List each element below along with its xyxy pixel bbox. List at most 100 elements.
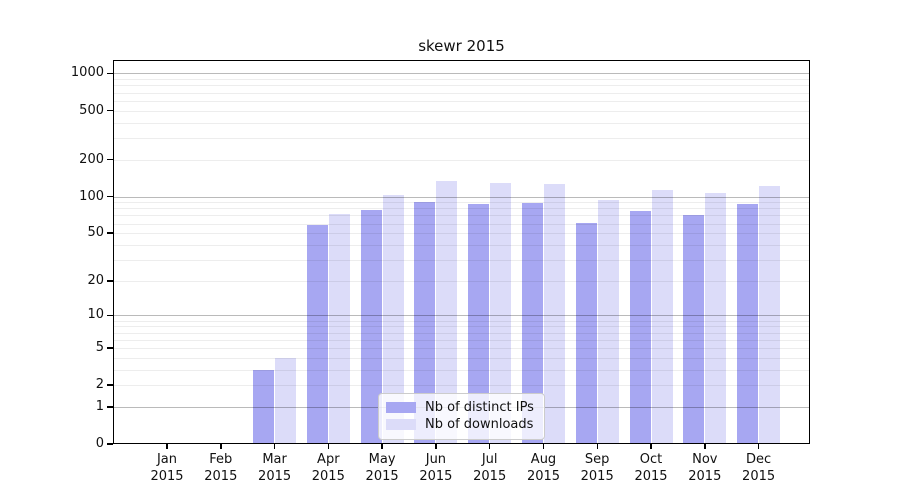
x-tick-label-dec: Dec 2015 [742,452,776,484]
bar-distinct-ips-aug [521,202,543,444]
gridline-minor [113,259,810,261]
gridline-minor [113,357,810,359]
y-tick-label: 50 [87,225,104,241]
x-tick-label-jun: Jun 2015 [419,452,453,484]
y-tick-mark [107,280,113,282]
gridline-major [113,196,810,198]
y-tick-mark [107,347,113,349]
bar-distinct-ips-oct [629,211,651,444]
legend-item-downloads: Nb of downloads [386,416,534,433]
y-tick-label: 1000 [70,65,104,81]
bar-downloads-dec [759,186,781,444]
y-tick-label: 100 [79,188,104,204]
gridline-minor [113,92,810,94]
x-tick-mark [704,444,706,449]
gridline-minor [113,122,810,124]
y-tick-mark [107,109,113,112]
chart-title: skewr 2015 [418,37,505,55]
legend-item-distinct-ips: Nb of distinct IPs [386,399,534,416]
y-tick-mark [107,232,113,234]
x-tick-mark [381,444,383,449]
bar-distinct-ips-mar [253,369,275,444]
gridline-minor [113,280,810,282]
y-tick-label: 200 [79,151,104,167]
gridline-minor [113,320,810,322]
bar-downloads-apr [328,213,350,444]
gridline-minor [113,385,810,387]
x-tick-label-sep: Sep 2015 [580,452,614,484]
gridline-minor [113,85,810,87]
x-tick-mark [596,444,598,449]
x-tick-mark [327,444,330,449]
y-tick-label: 500 [79,102,104,118]
gridline-major [113,73,810,75]
x-tick-mark [542,444,545,449]
x-tick-mark [488,444,491,449]
gridline-minor [113,339,810,341]
x-tick-label-nov: Nov 2015 [688,452,722,484]
x-tick-label-jan: Jan 2015 [150,452,184,484]
y-tick-label: 0 [95,436,104,451]
gridline-minor [113,110,810,112]
x-tick-mark [757,444,760,449]
bar-downloads-nov [705,193,727,444]
bar-distinct-ips-jun [414,202,436,444]
gridline-minor [113,137,810,139]
x-tick-mark [273,444,276,449]
bar-distinct-ips-may [360,210,382,444]
gridline-minor [113,100,810,102]
bar-distinct-ips-sep [575,222,597,444]
bar-distinct-ips-dec [737,204,759,444]
gridline-minor [113,223,810,225]
x-tick-label-mar: Mar 2015 [258,452,292,484]
bar-distinct-ips-nov [683,214,705,444]
y-tick-label: 10 [87,307,104,323]
x-tick-label-may: May 2015 [365,452,399,484]
gridline-minor [113,326,810,328]
x-tick-label-feb: Feb 2015 [204,452,238,484]
y-tick-label: 20 [87,272,104,288]
bar-downloads-mar [275,357,297,444]
bar-downloads-aug [543,184,565,444]
x-tick-mark [435,444,437,449]
legend: Nb of distinct IPs Nb of downloads [378,393,545,440]
x-tick-label-apr: Apr 2015 [311,452,345,484]
bar-downloads-oct [651,189,673,444]
gridline-minor [113,233,810,235]
gridline-minor [113,244,810,246]
y-tick-mark [107,158,113,161]
legend-label-downloads: Nb of downloads [425,417,534,432]
gridline-minor [113,159,810,161]
legend-label-distinct-ips: Nb of distinct IPs [425,400,534,415]
gridline-minor [113,332,810,334]
gridline-minor [113,79,810,81]
y-tick-mark [107,384,113,386]
gridline-minor [113,215,810,217]
x-tick-mark [220,444,222,449]
x-tick-label-jul: Jul 2015 [473,452,507,484]
bar-distinct-ips-apr [306,225,328,444]
bar-downloads-sep [597,199,619,444]
x-tick-mark [650,444,652,449]
bar-distinct-ips-jul [468,203,490,444]
y-tick-label: 5 [95,339,104,355]
gridline-minor [113,202,810,204]
y-tick-mark [107,72,113,75]
y-tick-mark [107,314,113,317]
y-tick-mark [107,195,113,198]
gridline-major [113,315,810,317]
y-tick-mark [107,443,113,445]
gridline-minor [113,369,810,371]
x-tick-label-oct: Oct 2015 [634,452,668,484]
gridline-minor [113,208,810,210]
bar-downloads-may [382,195,404,444]
y-tick-label: 2 [95,377,104,393]
bar-downloads-jun [436,180,458,444]
y-tick-mark [107,406,113,408]
plot-area [113,60,810,444]
x-tick-mark [166,444,168,449]
x-tick-label-aug: Aug 2015 [526,452,561,484]
y-tick-label: 1 [95,398,104,414]
bar-downloads-jul [490,183,512,444]
